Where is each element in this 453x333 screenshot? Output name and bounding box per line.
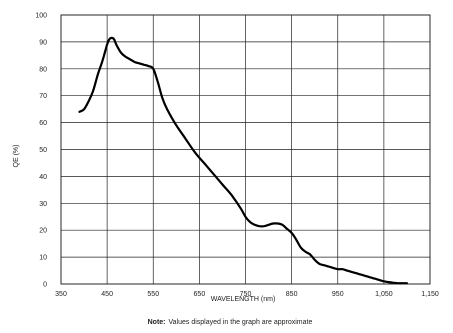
x-tick-label: 750: [240, 291, 252, 298]
x-axis-label: WAVELENGTH (nm): [211, 296, 276, 303]
x-tick-label: 950: [332, 291, 344, 298]
y-tick-label: 0: [43, 282, 47, 289]
y-tick-label: 30: [39, 201, 47, 208]
y-tick-label: 80: [39, 66, 47, 73]
y-tick-label: 10: [39, 255, 47, 262]
qe-curve: [78, 36, 408, 285]
x-tick-label: 850: [286, 291, 298, 298]
y-tick-label: 70: [39, 93, 47, 100]
x-tick-label: 550: [147, 291, 159, 298]
x-tick-label: 1,150: [421, 291, 439, 298]
y-tick-label: 40: [39, 174, 47, 181]
y-tick-label: 50: [39, 147, 47, 154]
plot-frame: [60, 14, 431, 285]
plot-border: [60, 14, 431, 285]
note-label: Note:: [148, 319, 166, 326]
x-tick-label: 450: [101, 291, 113, 298]
y-tick-label: 60: [39, 120, 47, 127]
note-text: Values displayed in the graph are approx…: [169, 319, 313, 326]
x-tick-label: 1,050: [375, 291, 393, 298]
y-tick-labels: 0 10 20 30 40 50 60 70 80 90 100: [35, 13, 47, 289]
x-tick-label: 650: [194, 291, 206, 298]
y-tick-label: 90: [39, 39, 47, 46]
y-tick-label: 100: [35, 13, 47, 20]
footnote: Note: Values displayed in the graph are a…: [148, 319, 313, 326]
y-axis-label: QE (%): [13, 145, 20, 168]
y-tick-label: 20: [39, 228, 47, 235]
grid: [60, 14, 431, 285]
x-tick-labels: 350 450 550 650 750 850 950 1,050 1,150: [55, 291, 439, 298]
x-tick-label: 350: [55, 291, 67, 298]
